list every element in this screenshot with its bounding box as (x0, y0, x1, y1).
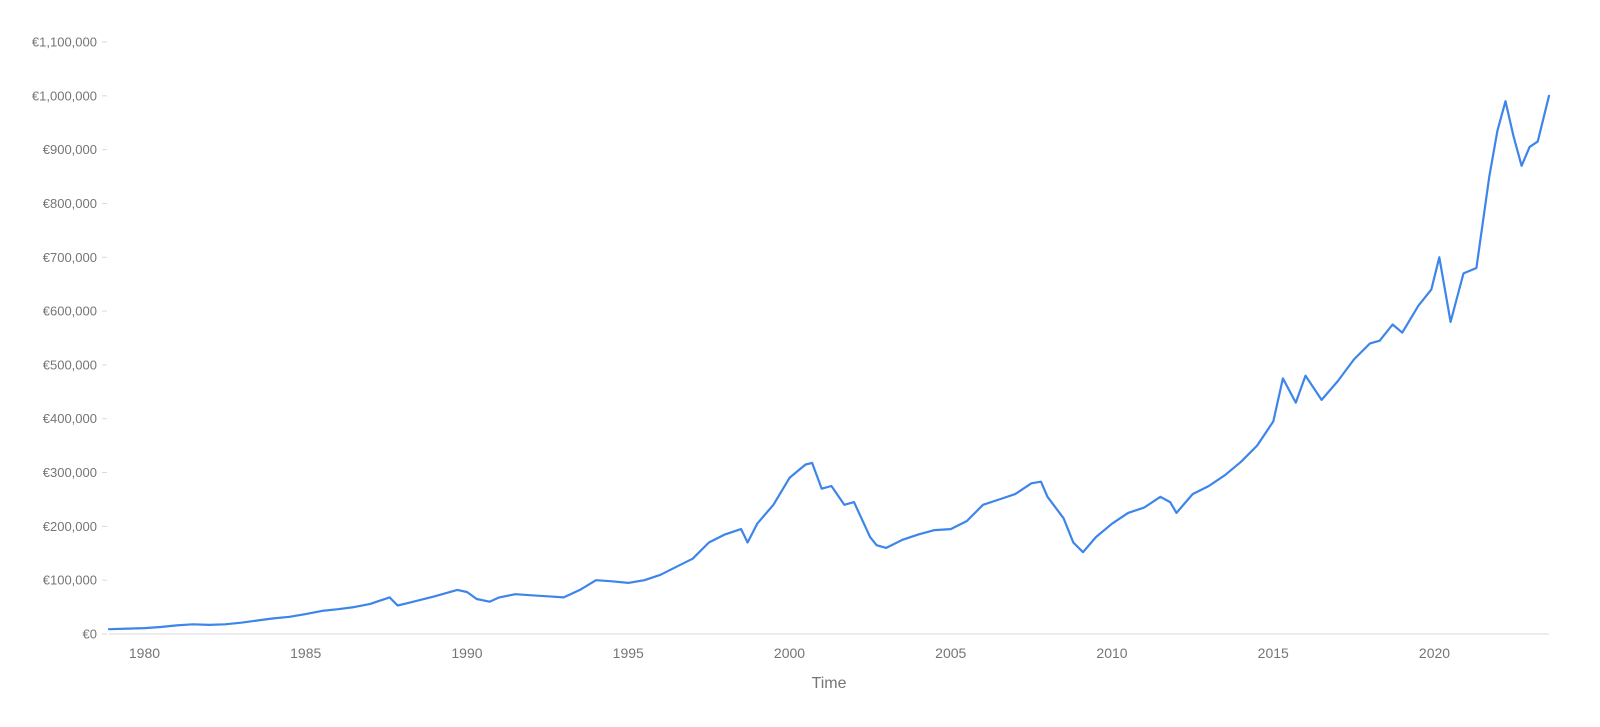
y-tick-label: €900,000 (43, 142, 97, 157)
y-tick-label: €0 (83, 627, 97, 642)
y-tick-label: €600,000 (43, 304, 97, 319)
x-tick-label: 2010 (1096, 645, 1127, 661)
x-tick-label: 2000 (774, 645, 805, 661)
x-axis: 1980 1985 1990 1995 2000 2005 2010 2015 2020 (129, 645, 1450, 661)
x-tick-label: 2005 (935, 645, 966, 661)
y-tick-label: €400,000 (43, 411, 97, 426)
x-tick-label: 1980 (129, 645, 160, 661)
x-tick-label: 1995 (613, 645, 644, 661)
y-tick-label: €1,000,000 (32, 88, 97, 103)
x-tick-label: 2015 (1258, 645, 1289, 661)
x-tick-label: 1990 (451, 645, 482, 661)
series-group (107, 94, 1551, 631)
x-tick-label: 1985 (290, 645, 321, 661)
y-tick-label: €800,000 (43, 196, 97, 211)
y-tick-label: €1,100,000 (32, 35, 97, 50)
y-tick-label: €100,000 (43, 573, 97, 588)
series-line (107, 94, 1551, 631)
y-tick-label: €200,000 (43, 519, 97, 534)
y-tick-label: €300,000 (43, 465, 97, 480)
x-tick-label: 2020 (1419, 645, 1450, 661)
y-axis: €0 €100,000 €200,000 €300,000 €400,000 €500,0… (32, 35, 107, 642)
x-axis-title: Time (812, 675, 847, 692)
y-tick-label: €700,000 (43, 250, 97, 265)
y-tick-label: €500,000 (43, 357, 97, 372)
